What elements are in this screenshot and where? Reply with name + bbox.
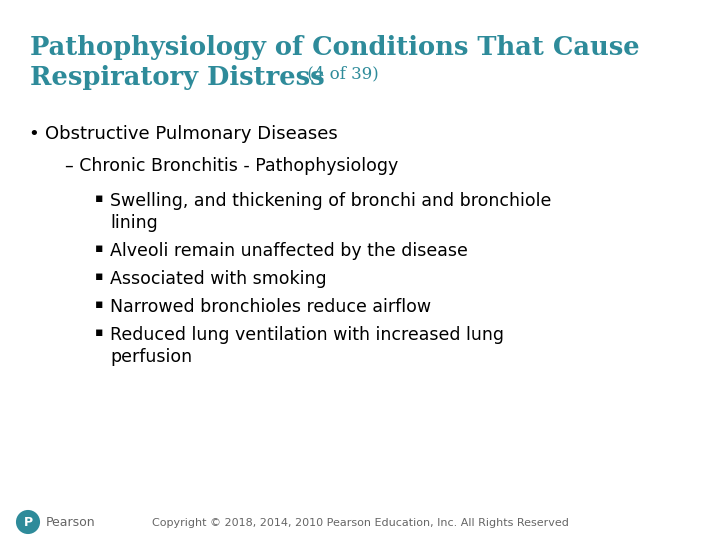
Text: Reduced lung ventilation with increased lung: Reduced lung ventilation with increased … bbox=[110, 326, 504, 344]
Text: •: • bbox=[28, 125, 39, 143]
Text: Obstructive Pulmonary Diseases: Obstructive Pulmonary Diseases bbox=[45, 125, 338, 143]
Text: ▪: ▪ bbox=[95, 298, 104, 311]
Text: – Chronic Bronchitis - Pathophysiology: – Chronic Bronchitis - Pathophysiology bbox=[65, 157, 398, 175]
Circle shape bbox=[17, 511, 39, 533]
Text: ▪: ▪ bbox=[95, 270, 104, 283]
Text: Swelling, and thickening of bronchi and bronchiole: Swelling, and thickening of bronchi and … bbox=[110, 192, 552, 210]
Text: P: P bbox=[24, 516, 32, 529]
Text: ▪: ▪ bbox=[95, 242, 104, 255]
Text: Pathophysiology of Conditions That Cause: Pathophysiology of Conditions That Cause bbox=[30, 35, 639, 60]
Text: Respiratory Distress: Respiratory Distress bbox=[30, 65, 325, 90]
Text: (4 of 39): (4 of 39) bbox=[302, 65, 379, 82]
Text: Pearson: Pearson bbox=[46, 516, 96, 529]
Text: Alveoli remain unaffected by the disease: Alveoli remain unaffected by the disease bbox=[110, 242, 468, 260]
Text: ▪: ▪ bbox=[95, 192, 104, 205]
Text: ▪: ▪ bbox=[95, 326, 104, 339]
Text: perfusion: perfusion bbox=[110, 348, 192, 366]
Text: Copyright © 2018, 2014, 2010 Pearson Education, Inc. All Rights Reserved: Copyright © 2018, 2014, 2010 Pearson Edu… bbox=[152, 518, 568, 528]
Text: lining: lining bbox=[110, 214, 158, 232]
Text: Associated with smoking: Associated with smoking bbox=[110, 270, 327, 288]
Text: Narrowed bronchioles reduce airflow: Narrowed bronchioles reduce airflow bbox=[110, 298, 431, 316]
